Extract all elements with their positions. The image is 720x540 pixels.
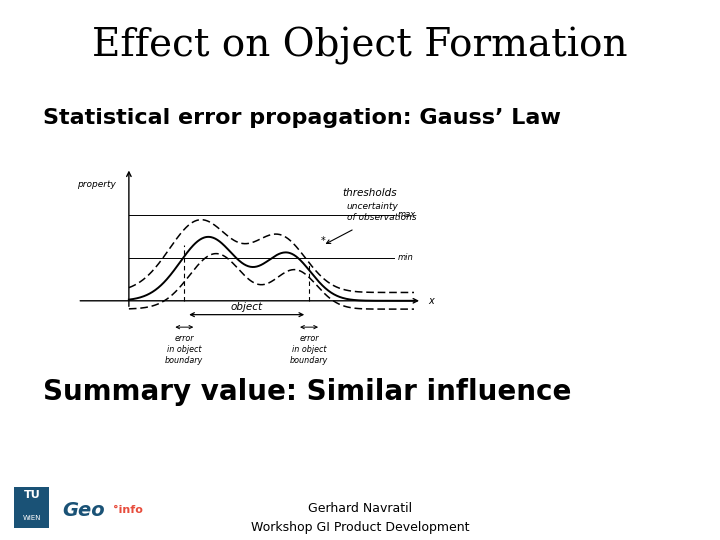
Text: max: max xyxy=(398,211,416,219)
Text: min: min xyxy=(398,253,414,262)
Text: object: object xyxy=(230,302,263,313)
Text: °info: °info xyxy=(112,505,143,515)
Text: Summary value: Similar influence: Summary value: Similar influence xyxy=(43,378,572,406)
Text: x: x xyxy=(428,296,433,306)
Text: property: property xyxy=(78,180,116,189)
Text: thresholds: thresholds xyxy=(343,187,397,198)
Text: *: * xyxy=(321,236,325,246)
FancyBboxPatch shape xyxy=(14,487,49,528)
Text: Effect on Object Formation: Effect on Object Formation xyxy=(92,27,628,65)
Text: Statistical error propagation: Gauss’ Law: Statistical error propagation: Gauss’ La… xyxy=(43,108,561,128)
Text: Geo: Geo xyxy=(62,501,104,520)
Text: WIEN: WIEN xyxy=(22,515,41,521)
Text: uncertainty
of observations: uncertainty of observations xyxy=(347,202,416,222)
Text: Gerhard Navratil
Workshop GI Product Development: Gerhard Navratil Workshop GI Product Dev… xyxy=(251,502,469,534)
Text: error
in object
boundary: error in object boundary xyxy=(165,334,204,365)
Text: error
in object
boundary: error in object boundary xyxy=(290,334,328,365)
Text: TU: TU xyxy=(24,490,40,500)
